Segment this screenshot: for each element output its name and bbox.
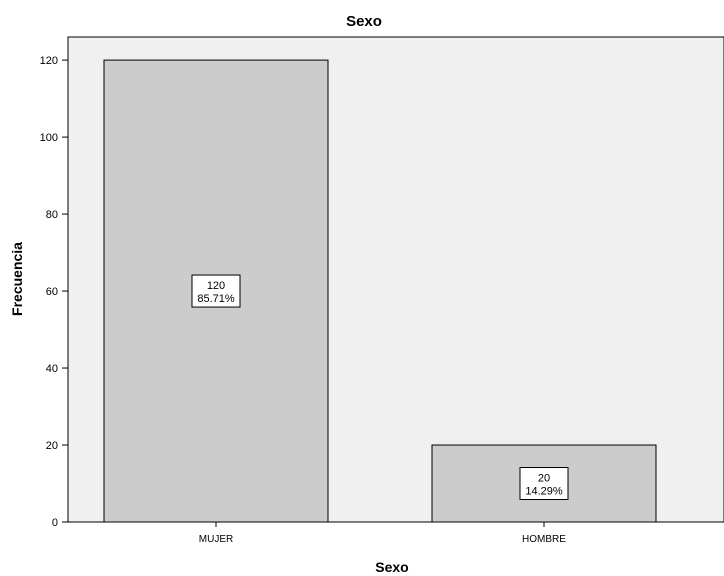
y-tick-label: 60: [46, 286, 58, 298]
data-label-box: [519, 467, 569, 501]
data-label-box: [191, 274, 241, 308]
x-tick-label: MUJER: [199, 534, 233, 545]
y-tick-label: 20: [46, 440, 58, 452]
y-tick-label: 100: [40, 132, 58, 144]
y-axis-title: Frecuencia: [9, 242, 25, 316]
y-tick-label: 0: [52, 517, 58, 529]
y-tick-label: 80: [46, 209, 58, 221]
y-tick-label: 40: [46, 363, 58, 375]
chart-title: Sexo: [346, 13, 382, 30]
data-label-percent: 14.29%: [525, 486, 563, 498]
data-label-percent: 85.71%: [197, 293, 235, 305]
data-label-count: 20: [538, 473, 550, 485]
x-tick-label: HOMBRE: [522, 534, 566, 545]
data-label-count: 120: [207, 280, 225, 292]
x-axis: MUJER HOMBRE: [199, 522, 566, 545]
x-axis-title: Sexo: [375, 559, 408, 575]
y-axis: 0 20 40 60 80 100 120: [40, 55, 68, 529]
y-tick-label: 120: [40, 55, 58, 67]
